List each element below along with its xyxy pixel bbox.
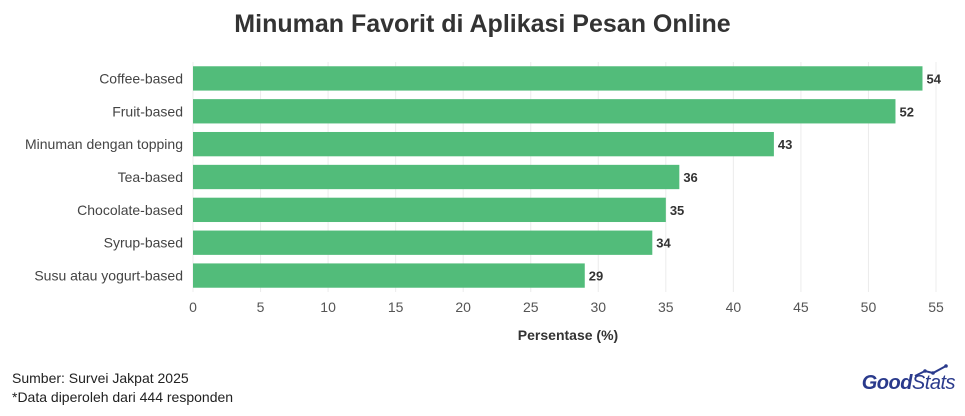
value-label: 34 [656, 236, 671, 251]
bar [193, 164, 680, 190]
value-label: 54 [926, 71, 941, 86]
category-label: Fruit-based [112, 103, 183, 119]
x-tick-label: 45 [793, 299, 809, 315]
logo-stats-text: Stats [911, 372, 956, 394]
x-tick-label: 35 [658, 299, 674, 315]
data-note: *Data diperoleh dari 444 responden [12, 389, 234, 405]
x-tick-label: 15 [388, 299, 404, 315]
value-label: 52 [899, 104, 913, 119]
value-label: 43 [778, 137, 792, 152]
value-label: 35 [670, 203, 684, 218]
category-label: Coffee-based [99, 70, 183, 86]
value-labels: 54 52 43 36 35 34 29 [589, 71, 942, 283]
x-axis-title: Persentase (%) [518, 327, 618, 343]
category-label: Susu atau yogurt-based [34, 268, 183, 284]
bar [193, 66, 923, 91]
x-tick-label: 40 [726, 299, 742, 315]
x-tick-labels: 0 5 10 15 20 25 30 35 40 45 50 55 [189, 299, 944, 315]
category-label: Chocolate-based [77, 202, 183, 218]
bars [193, 66, 923, 288]
logo-good-text: Good [861, 372, 913, 394]
value-label: 29 [589, 269, 603, 284]
x-tick-label: 25 [523, 299, 539, 315]
bar [193, 197, 666, 223]
source-note: Sumber: Survei Jakpat 2025 [12, 370, 189, 386]
x-tick-label: 10 [320, 299, 336, 315]
category-labels: Coffee-based Fruit-based Minuman dengan to… [25, 70, 183, 283]
x-tick-label: 5 [257, 299, 265, 315]
bar [193, 99, 896, 124]
value-label: 36 [683, 170, 697, 185]
bar [193, 131, 774, 157]
category-label: Tea-based [118, 169, 183, 185]
x-tick-label: 0 [189, 299, 197, 315]
x-tick-label: 55 [928, 299, 944, 315]
bar-chart: Coffee-based Fruit-based Minuman dengan to… [25, 62, 944, 343]
category-label: Minuman dengan topping [25, 136, 183, 152]
x-tick-label: 50 [861, 299, 877, 315]
goodstats-logo: GoodStats [861, 372, 956, 395]
category-label: Syrup-based [104, 235, 183, 251]
chart-trend-icon [914, 364, 948, 377]
bar [193, 263, 585, 288]
x-tick-label: 20 [455, 299, 471, 315]
bar [193, 230, 653, 255]
x-tick-label: 30 [590, 299, 606, 315]
chart-title: Minuman Favorit di Aplikasi Pesan Online [234, 10, 731, 38]
